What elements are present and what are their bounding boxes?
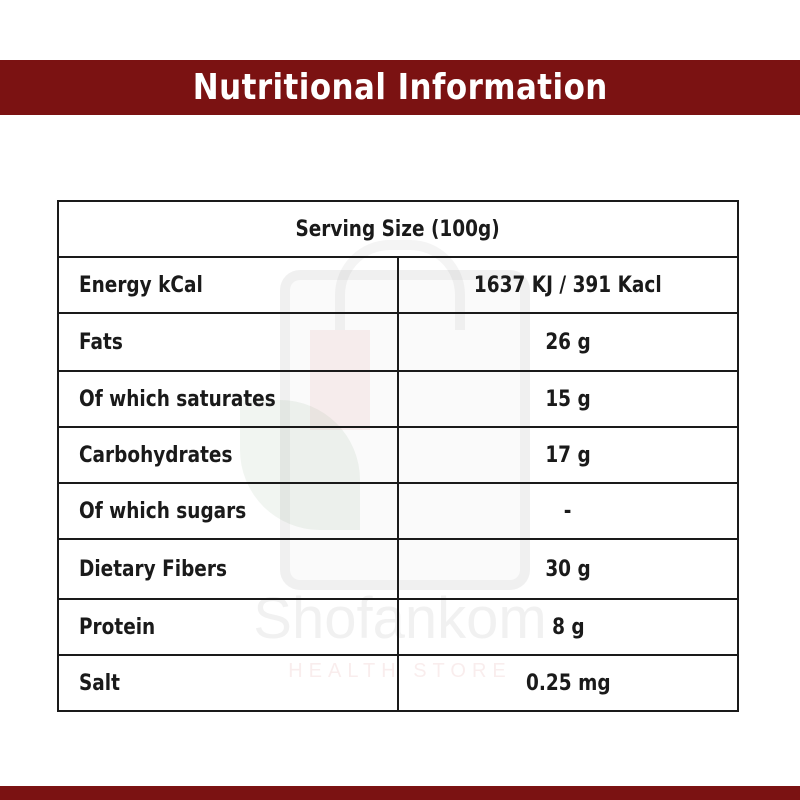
table-row: Of which sugars - — [57, 482, 739, 540]
serving-size-cell: Serving Size (100g) — [57, 200, 739, 258]
nutrient-value-cell: 1637 KJ / 391 Kacl — [397, 256, 739, 314]
nutrient-value-cell: 30 g — [397, 538, 739, 600]
nutrient-label: Salt — [79, 670, 120, 696]
table-row: Carbohydrates 17 g — [57, 426, 739, 484]
title-banner: Nutritional Information — [0, 60, 800, 115]
nutrient-value: 8 g — [551, 614, 585, 640]
nutrient-label-cell: Energy kCal — [57, 256, 399, 314]
nutrient-value: 1637 KJ / 391 Kacl — [474, 272, 662, 298]
table-row: Dietary Fibers 30 g — [57, 538, 739, 600]
nutrient-value: 30 g — [545, 556, 591, 582]
table-row: Energy kCal 1637 KJ / 391 Kacl — [57, 256, 739, 314]
page-title: Nutritional Information — [192, 67, 608, 108]
bottom-bar — [0, 786, 800, 800]
table-row: Protein 8 g — [57, 598, 739, 656]
nutrient-label-cell: Salt — [57, 654, 399, 712]
nutrition-table: Serving Size (100g) Energy kCal 1637 KJ … — [57, 200, 739, 712]
table-row: Fats 26 g — [57, 312, 739, 372]
nutrient-label-cell: Of which saturates — [57, 370, 399, 428]
nutrient-value-cell: 17 g — [397, 426, 739, 484]
nutrient-label: Carbohydrates — [79, 442, 233, 468]
nutrient-value-cell: 26 g — [397, 312, 739, 372]
nutrient-value-cell: 8 g — [397, 598, 739, 656]
nutrient-value: 26 g — [545, 329, 591, 355]
nutrient-value: 0.25 mg — [525, 670, 611, 696]
nutrient-value: 17 g — [545, 442, 591, 468]
serving-size-label: Serving Size (100g) — [295, 216, 501, 242]
nutrient-label: Dietary Fibers — [79, 556, 227, 582]
nutrient-label: Of which saturates — [79, 386, 276, 412]
table-row: Of which saturates 15 g — [57, 370, 739, 428]
nutrient-label: Protein — [79, 614, 156, 640]
nutrient-label-cell: Carbohydrates — [57, 426, 399, 484]
nutrient-value-cell: - — [397, 482, 739, 540]
nutrient-label-cell: Dietary Fibers — [57, 538, 399, 600]
nutrient-label: Energy kCal — [79, 272, 203, 298]
serving-size-row: Serving Size (100g) — [57, 200, 739, 258]
nutrient-label-cell: Of which sugars — [57, 482, 399, 540]
nutrient-value-cell: 15 g — [397, 370, 739, 428]
nutrient-value-cell: 0.25 mg — [397, 654, 739, 712]
nutrient-label: Fats — [79, 329, 123, 355]
nutrient-label-cell: Fats — [57, 312, 399, 372]
nutrient-value: - — [564, 498, 572, 524]
nutrient-label-cell: Protein — [57, 598, 399, 656]
table-row: Salt 0.25 mg — [57, 654, 739, 712]
nutrient-value: 15 g — [545, 386, 591, 412]
nutrient-label: Of which sugars — [79, 498, 247, 524]
